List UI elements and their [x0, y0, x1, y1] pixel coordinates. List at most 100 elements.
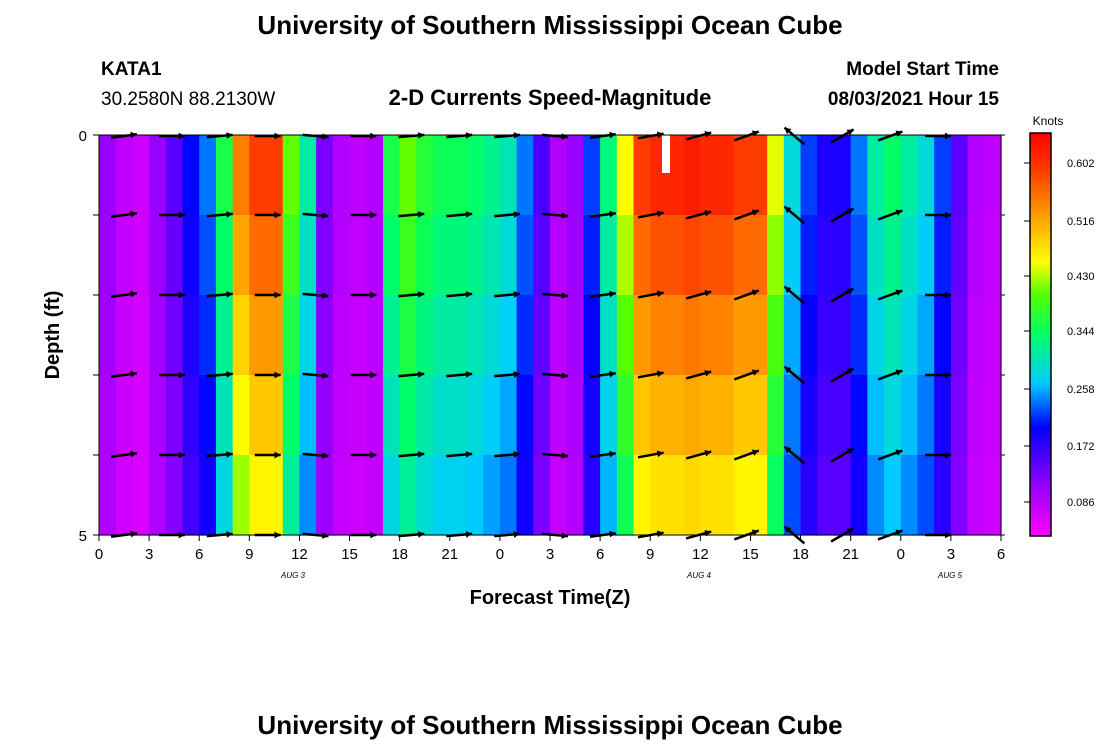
chart-title: 2-D Currents Speed-Magnitude: [389, 85, 712, 110]
heat-cell: [533, 375, 551, 456]
x-tick-label: 3: [947, 546, 955, 563]
heat-cell: [299, 455, 317, 536]
heat-cell: [884, 295, 902, 376]
x-tick-label: 21: [441, 546, 458, 563]
heat-cell: [215, 455, 234, 536]
heat-cell: [332, 375, 351, 456]
heat-cell: [717, 455, 735, 536]
heat-cell: [600, 215, 618, 296]
current-arrowhead: [274, 211, 281, 219]
heat-cell: [833, 295, 852, 376]
heat-cell: [266, 455, 284, 536]
current-arrowhead: [656, 210, 664, 218]
heat-cell: [332, 215, 351, 296]
current-arrowhead: [895, 369, 903, 376]
heat-cell: [934, 375, 952, 456]
current-arrowhead: [322, 452, 329, 459]
current-arrowhead: [656, 370, 664, 378]
heat-cell: [215, 375, 234, 456]
heat-cell: [99, 375, 117, 456]
heat-cell: [917, 295, 935, 376]
heat-cell: [666, 375, 685, 456]
heat-cell: [850, 215, 868, 296]
heat-cell: [683, 295, 701, 376]
heat-cell: [199, 295, 217, 376]
heat-cell: [767, 295, 785, 376]
current-arrowhead: [609, 290, 616, 298]
heat-cell: [750, 375, 768, 456]
heat-cell: [566, 375, 584, 456]
current-arrowhead: [513, 291, 521, 298]
heat-cell: [483, 455, 501, 536]
colorbar-tick-label: 0.258: [1067, 384, 1095, 396]
heat-cell: [466, 215, 484, 296]
heat-cell: [934, 295, 952, 376]
heat-cell: [215, 215, 234, 296]
heat-cell: [833, 215, 852, 296]
current-arrowhead: [513, 211, 521, 218]
heat-cell: [550, 455, 568, 536]
heat-cell: [483, 215, 501, 296]
heat-cell: [616, 135, 635, 216]
x-tick-label: 9: [245, 546, 253, 563]
heat-cell: [783, 455, 802, 536]
current-arrowhead: [751, 449, 759, 456]
current-arrowhead: [417, 451, 425, 458]
heat-cell: [900, 135, 919, 216]
colorbar-tick-label: 0.086: [1067, 497, 1095, 509]
heat-cell: [499, 375, 518, 456]
heat-cell: [733, 375, 752, 456]
heat-cell: [767, 375, 785, 456]
current-arrowhead: [370, 211, 377, 219]
current-arrowhead: [226, 531, 233, 538]
day-labels: AUG 3 AUG 4 AUG 5: [280, 571, 963, 580]
x-tick-label: 0: [897, 546, 905, 563]
heat-cell: [349, 455, 367, 536]
heat-cell: [433, 455, 451, 536]
heat-cell: [934, 455, 952, 536]
heat-cell: [282, 375, 301, 456]
heat-cell: [984, 295, 1002, 376]
colorbar-tick-label: 0.172: [1067, 441, 1095, 453]
current-arrowhead: [465, 291, 473, 298]
current-arrowhead: [274, 291, 281, 299]
heat-cell: [583, 135, 601, 216]
current-arrowhead: [704, 210, 712, 217]
heat-cell: [399, 295, 417, 376]
heat-cell: [416, 455, 434, 536]
x-tick-label: 21: [842, 546, 859, 563]
current-arrowhead: [751, 529, 759, 536]
heat-cell: [99, 295, 117, 376]
heat-cell: [182, 295, 200, 376]
heat-cell: [767, 215, 785, 296]
heat-cell: [817, 215, 835, 296]
colorbar-tick-label: 0.344: [1067, 326, 1095, 338]
x-tick-label: 15: [742, 546, 759, 563]
heat-cell: [199, 215, 217, 296]
x-tick-label: 12: [692, 546, 709, 563]
heat-cell: [900, 295, 919, 376]
heat-cell: [165, 375, 184, 456]
current-arrowhead: [322, 372, 329, 379]
current-arrowhead: [751, 209, 759, 216]
current-arrowhead: [130, 210, 137, 218]
heat-cell: [666, 135, 685, 216]
heat-cell: [750, 135, 768, 216]
heat-cell: [750, 295, 768, 376]
current-arrowhead: [226, 451, 233, 458]
heat-cell: [616, 455, 635, 536]
current-arrowhead: [322, 532, 329, 539]
heat-cell: [416, 295, 434, 376]
heat-cell: [950, 295, 969, 376]
heat-cell: [950, 135, 969, 216]
heat-cell: [516, 135, 534, 216]
heat-cell: [483, 295, 501, 376]
heat-cell: [566, 135, 584, 216]
heat-cell: [516, 455, 534, 536]
heat-cell: [850, 375, 868, 456]
heat-cell: [600, 375, 618, 456]
heat-cell: [149, 135, 167, 216]
heat-cell: [767, 455, 785, 536]
current-arrowhead: [656, 450, 664, 458]
heat-cell: [249, 455, 267, 536]
